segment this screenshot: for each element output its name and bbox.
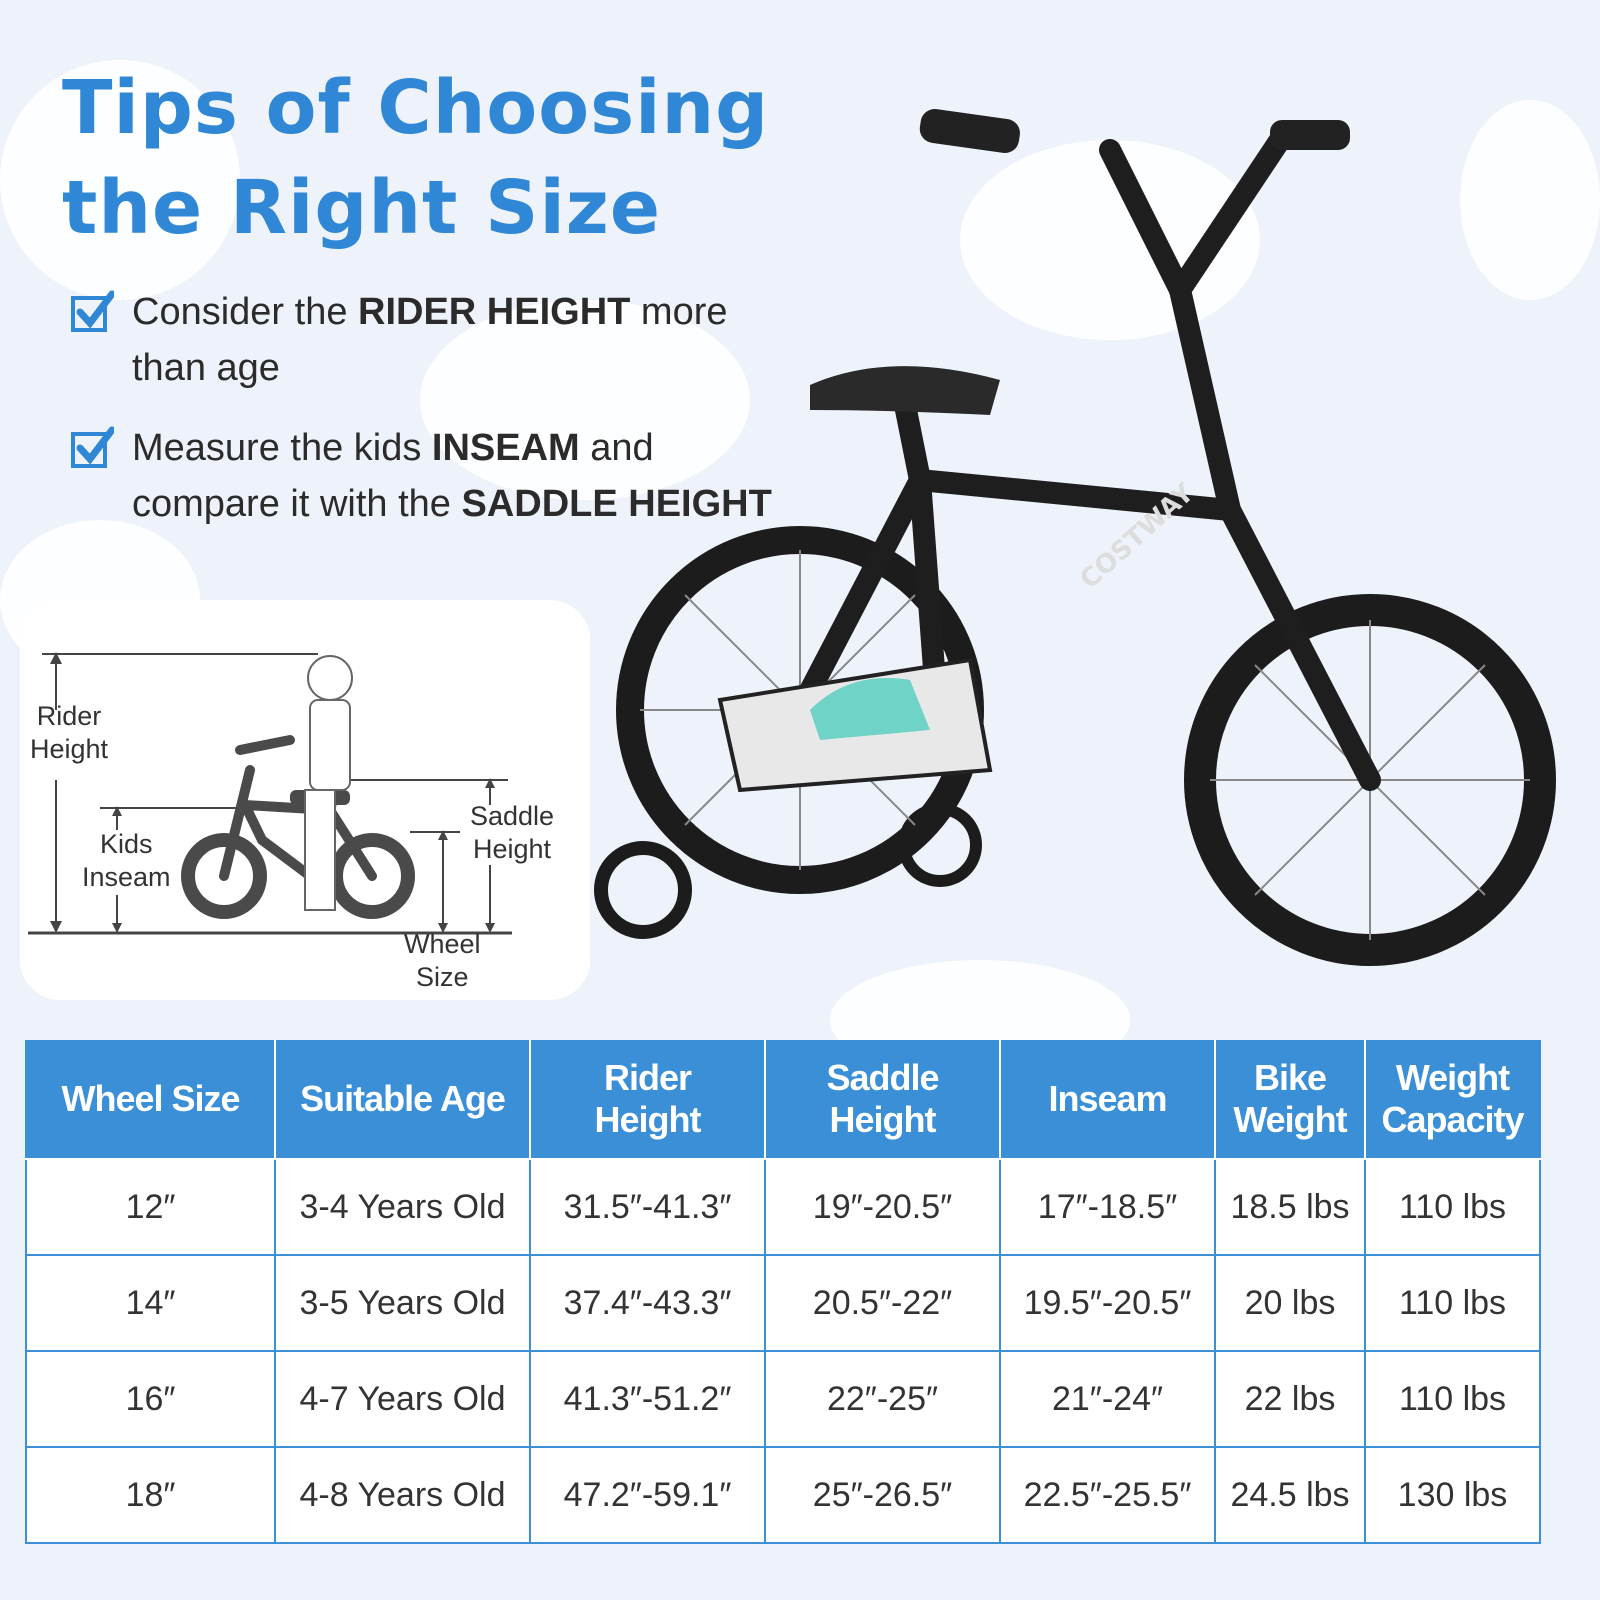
size-diagram: Rider Height Kids Inseam Saddle Height Whee…	[0, 640, 580, 1000]
table-cell: 16″	[25, 1350, 276, 1448]
kids-bike-product-image: COSTWAY	[594, 109, 1556, 966]
table-cell: 110 lbs	[1364, 1350, 1541, 1448]
tip-inseam: Measure the kids INSEAM and compare it w…	[70, 420, 772, 532]
column-header-text: Capacity	[1381, 1099, 1524, 1140]
table-row: 18″ 4-8 Years Old 47.2″-59.1″ 25″-26.5″ 22.5…	[25, 1446, 1541, 1544]
tip-text: than age	[132, 347, 280, 389]
table-cell: 22 lbs	[1214, 1350, 1366, 1448]
column-header: Inseam	[999, 1040, 1216, 1160]
table-cell: 22.5″-25.5″	[999, 1446, 1216, 1544]
table-cell: 31.5″-41.3″	[529, 1158, 766, 1256]
table-cell: 3-4 Years Old	[274, 1158, 531, 1256]
table-cell: 20.5″-22″	[764, 1254, 1001, 1352]
column-header: Wheel Size	[25, 1040, 276, 1160]
label-kids-inseam: Kids Inseam	[82, 829, 171, 892]
tip-text: compare it with the	[132, 483, 462, 525]
table-cell: 37.4″-43.3″	[529, 1254, 766, 1352]
tip-emphasis: RIDER HEIGHT	[358, 291, 631, 333]
table-cell: 18.5 lbs	[1214, 1158, 1366, 1256]
column-header-text: Rider	[603, 1057, 692, 1098]
checkbox-checked-icon	[71, 290, 114, 332]
column-header-text: Weight	[1233, 1099, 1347, 1140]
table-row: 16″ 4-7 Years Old 41.3″-51.2″ 22″-25″ 21″-24…	[25, 1350, 1541, 1448]
label-rider-height: Rider Height	[30, 701, 109, 764]
table-cell: 25″-26.5″	[764, 1446, 1001, 1544]
table-cell: 4-8 Years Old	[274, 1446, 531, 1544]
background-cloud	[0, 60, 240, 300]
column-header-text: Saddle	[826, 1057, 939, 1098]
column-header-text: Bike	[1253, 1057, 1327, 1098]
label-wheel-size: Wheel Size	[404, 929, 481, 992]
table-cell: 12″	[25, 1158, 276, 1256]
column-header-text: Wheel Size	[61, 1078, 240, 1119]
background-cloud	[420, 300, 750, 500]
table-row: 12″ 3-4 Years Old 31.5″-41.3″ 19″-20.5″ 17″-…	[25, 1158, 1541, 1256]
size-chart-table: Wheel Size Suitable Age Rider Height Saddle H…	[25, 1040, 1541, 1544]
table-header-row: Wheel Size Suitable Age Rider Height Saddle H…	[25, 1040, 1541, 1160]
table-cell: 47.2″-59.1″	[529, 1446, 766, 1544]
rider-bike-illustration	[28, 652, 512, 935]
table-cell: 4-7 Years Old	[274, 1350, 531, 1448]
label-saddle-height: Saddle Height	[470, 801, 555, 864]
table-cell: 14″	[25, 1254, 276, 1352]
table-cell: 18″	[25, 1446, 276, 1544]
column-header: Bike Weight	[1214, 1040, 1366, 1160]
tip-text: and	[579, 427, 654, 469]
table-cell: 110 lbs	[1364, 1158, 1541, 1256]
title-line-1: Tips of Choosing	[62, 65, 770, 151]
table-cell: 3-5 Years Old	[274, 1254, 531, 1352]
table-cell: 17″-18.5″	[999, 1158, 1216, 1256]
tip-emphasis: SADDLE HEIGHT	[461, 483, 772, 525]
column-header: Rider Height	[529, 1040, 766, 1160]
title-line-2: the Right Size	[62, 165, 662, 251]
table-cell: 41.3″-51.2″	[529, 1350, 766, 1448]
tip-emphasis: INSEAM	[431, 427, 580, 469]
column-header-text: Height	[829, 1099, 937, 1140]
column-header: Weight Capacity	[1364, 1040, 1541, 1160]
background-cloud	[1460, 100, 1600, 300]
column-header-text: Weight	[1395, 1057, 1510, 1098]
table-cell: 22″-25″	[764, 1350, 1001, 1448]
page-title: Tips of Choosing the Right Size	[62, 58, 769, 258]
table-cell: 20 lbs	[1214, 1254, 1366, 1352]
table-cell: 19.5″-20.5″	[999, 1254, 1216, 1352]
column-header-text: Height	[594, 1099, 702, 1140]
table-cell: 19″-20.5″	[764, 1158, 1001, 1256]
column-header: Saddle Height	[764, 1040, 1001, 1160]
checkbox-checked-icon	[71, 426, 114, 468]
column-header: Suitable Age	[274, 1040, 531, 1160]
column-header-text: Suitable Age	[300, 1078, 506, 1119]
tip-text: Measure the kids	[132, 427, 432, 469]
table-cell: 130 lbs	[1364, 1446, 1541, 1544]
tip-text: Consider the	[132, 291, 359, 333]
table-cell: 21″-24″	[999, 1350, 1216, 1448]
table-row: 14″ 3-5 Years Old 37.4″-43.3″ 20.5″-22″ 19.5…	[25, 1254, 1541, 1352]
column-header-text: Inseam	[1048, 1078, 1167, 1119]
table-cell: 110 lbs	[1364, 1254, 1541, 1352]
tip-rider-height: Consider the RIDER HEIGHT more than age	[70, 284, 728, 396]
tip-text: more	[630, 291, 728, 333]
table-cell: 24.5 lbs	[1214, 1446, 1366, 1544]
